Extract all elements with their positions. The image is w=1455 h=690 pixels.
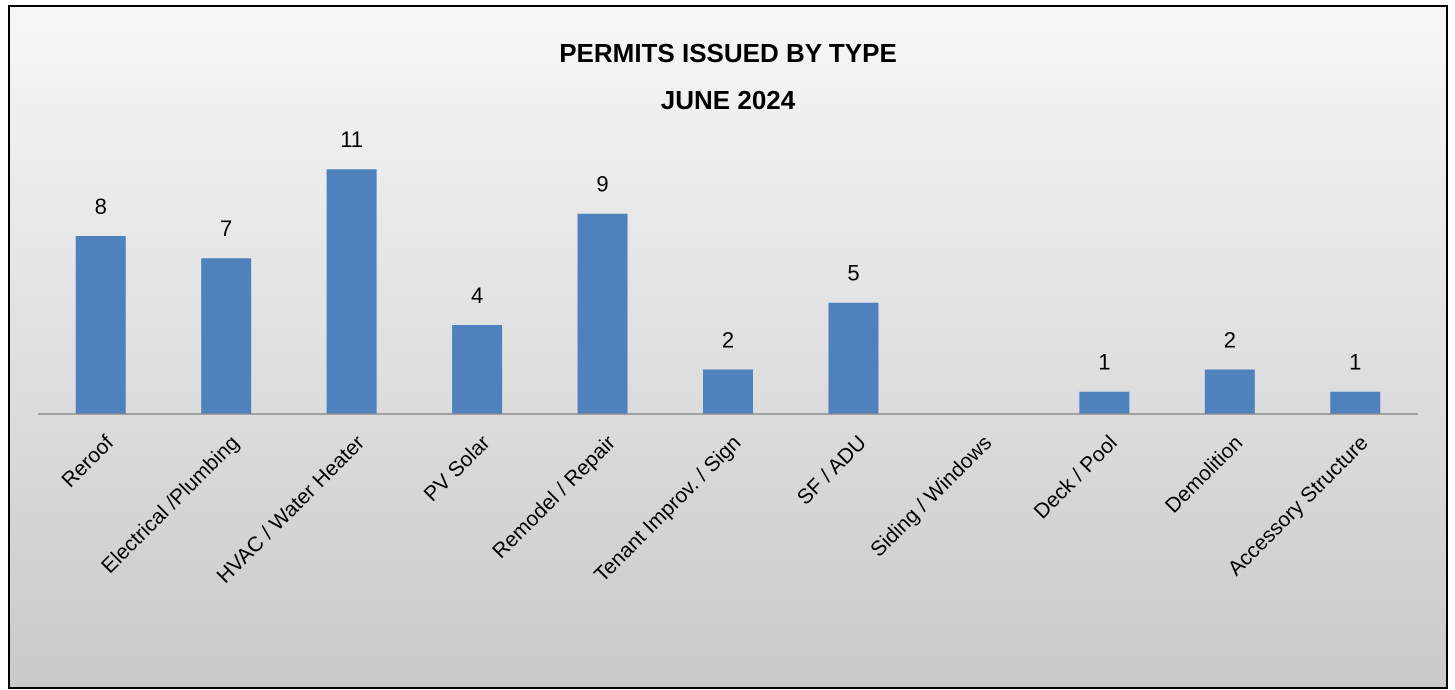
bar — [1330, 391, 1381, 414]
bar — [75, 236, 126, 414]
bar — [828, 302, 879, 414]
bar — [577, 213, 628, 414]
bar — [452, 325, 503, 414]
data-label: 7 — [220, 216, 232, 241]
data-label: 5 — [847, 261, 859, 286]
data-label: 1 — [1098, 350, 1110, 375]
data-label: 2 — [1224, 327, 1236, 352]
bar — [703, 369, 753, 414]
bar — [201, 258, 252, 414]
data-label: 11 — [340, 127, 363, 152]
bar — [1204, 369, 1255, 414]
chart-subtitle: JUNE 2024 — [661, 85, 796, 115]
data-label: 4 — [471, 283, 483, 308]
data-label: 8 — [95, 194, 107, 219]
bar — [1079, 391, 1130, 414]
data-label: 1 — [1349, 350, 1361, 375]
data-label: 9 — [596, 172, 608, 197]
data-label: 2 — [722, 327, 734, 352]
bar — [326, 169, 377, 414]
chart-title: PERMITS ISSUED BY TYPE — [559, 38, 897, 68]
